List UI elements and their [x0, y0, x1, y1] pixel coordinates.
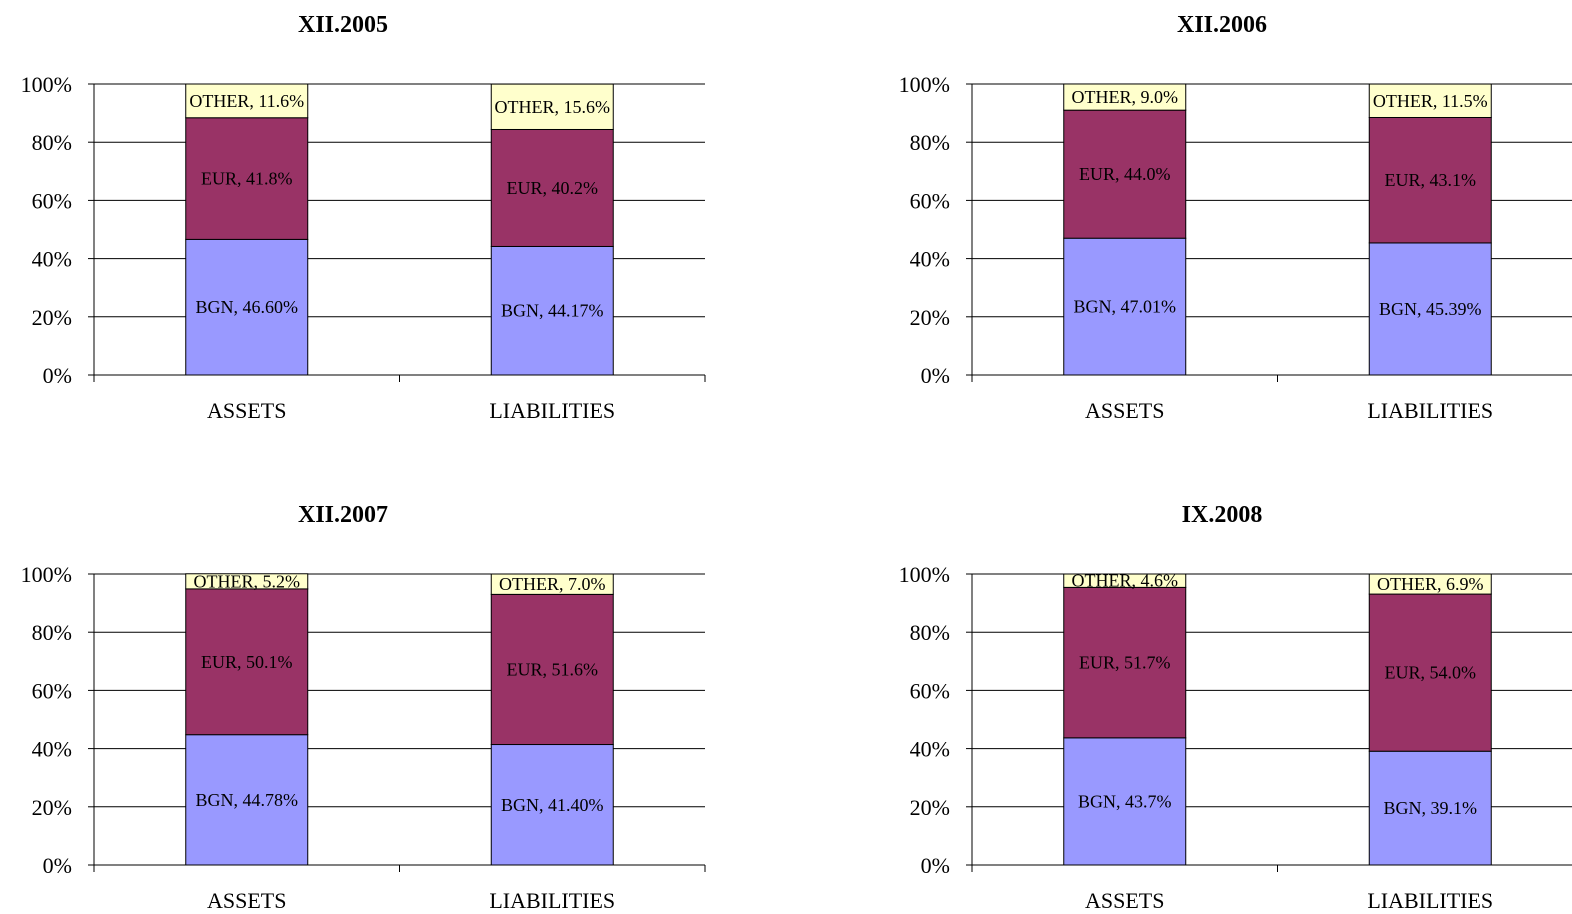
bar-segment-bgn [490, 744, 614, 866]
bar-segment-other [490, 573, 614, 595]
data-label: BGN, 41.40% [501, 795, 604, 815]
x-tick-label: ASSETS [1085, 398, 1164, 423]
bar-segment-eur [185, 588, 309, 736]
y-tick-label: 60% [32, 678, 72, 703]
data-label: OTHER, 11.5% [1373, 91, 1488, 111]
data-label: BGN, 47.01% [1074, 297, 1177, 317]
y-tick-label: 100% [21, 72, 72, 97]
y-tick-label: 40% [32, 247, 72, 272]
data-label: BGN, 43.7% [1078, 791, 1172, 811]
y-tick-label: 40% [32, 737, 72, 762]
x-tick-label: LIABILITIES [489, 888, 615, 913]
y-tick-label: 100% [899, 72, 950, 97]
y-tick-label: 60% [910, 188, 950, 213]
y-tick-label: 0% [43, 853, 72, 878]
data-label: BGN, 44.78% [196, 790, 299, 810]
y-tick-label: 40% [910, 737, 950, 762]
bar-segment-eur [1368, 116, 1492, 244]
y-tick-label: 100% [899, 562, 950, 587]
chart-title: XII.2006 [1177, 12, 1267, 38]
x-tick-label: ASSETS [1085, 888, 1164, 913]
bar-segment-other [490, 83, 614, 130]
bar-segment-bgn [1063, 237, 1187, 376]
y-tick-label: 20% [32, 795, 72, 820]
data-label: EUR, 41.8% [201, 169, 293, 189]
bar-segment-other [185, 83, 309, 119]
bar-segment-bgn [1368, 750, 1492, 866]
bar-segment-other [1063, 83, 1187, 111]
bar-segment-bgn [185, 734, 309, 866]
y-tick-label: 80% [910, 130, 950, 155]
y-tick-label: 80% [32, 620, 72, 645]
y-tick-label: 100% [21, 562, 72, 587]
x-tick-label: LIABILITIES [1367, 888, 1493, 913]
y-tick-label: 80% [32, 130, 72, 155]
bar-segment-eur [1368, 593, 1492, 752]
bar-segment-eur [1063, 109, 1187, 239]
bar-segment-other [1368, 83, 1492, 118]
data-label: EUR, 54.0% [1385, 663, 1477, 683]
y-tick-label: 60% [910, 678, 950, 703]
data-label: BGN, 45.39% [1379, 299, 1482, 319]
data-label: BGN, 46.60% [196, 297, 299, 317]
data-label: EUR, 51.6% [507, 659, 599, 679]
y-tick-label: 0% [921, 853, 950, 878]
data-label: OTHER, 4.6% [1072, 571, 1179, 591]
bar-segment-bgn [1063, 737, 1187, 866]
bar-segment-eur [490, 128, 614, 247]
y-tick-label: 0% [921, 363, 950, 388]
data-label: OTHER, 7.0% [499, 574, 606, 594]
y-tick-label: 40% [910, 247, 950, 272]
data-label: BGN, 39.1% [1384, 798, 1478, 818]
data-label: OTHER, 15.6% [495, 97, 611, 117]
chart-panel: IX.2008 0% 20% 40% 60% 80% 100% BGN, 43.7% EUR, … [899, 502, 1572, 913]
chart-panel: XII.2005 0% 20% 40% 60% 80% 100% BGN, 46.60% EUR… [21, 12, 706, 423]
chart-panel: XII.2006 0% 20% 40% 60% 80% 100% BGN, 47.01% EUR… [899, 12, 1572, 423]
data-label: OTHER, 5.2% [194, 571, 301, 591]
data-label: EUR, 40.2% [507, 178, 599, 198]
data-label: EUR, 50.1% [201, 652, 293, 672]
data-label: EUR, 44.0% [1079, 164, 1171, 184]
y-tick-label: 60% [32, 188, 72, 213]
y-tick-label: 20% [910, 305, 950, 330]
x-tick-label: ASSETS [207, 888, 286, 913]
y-tick-label: 20% [910, 795, 950, 820]
chart-title: IX.2008 [1182, 502, 1263, 528]
data-label: EUR, 51.7% [1079, 653, 1171, 673]
bar-segment-bgn [490, 245, 614, 376]
bar-segment-other [1368, 573, 1492, 595]
chart-title: XII.2005 [298, 12, 388, 38]
bar-segment-bgn [185, 238, 309, 376]
data-label: EUR, 43.1% [1385, 170, 1477, 190]
x-tick-label: ASSETS [207, 398, 286, 423]
data-label: OTHER, 11.6% [189, 91, 304, 111]
chart-title: XII.2007 [298, 502, 388, 528]
y-tick-label: 0% [43, 363, 72, 388]
bar-segment-other [185, 573, 309, 590]
bar-segment-eur [490, 593, 614, 746]
bar-segment-other [1063, 573, 1187, 588]
bar-segment-eur [1063, 586, 1187, 739]
x-tick-label: LIABILITIES [489, 398, 615, 423]
y-tick-label: 80% [910, 620, 950, 645]
bar-segment-eur [185, 117, 309, 240]
chart-panel: XII.2007 0% 20% 40% 60% 80% 100% BGN, 44.78% EUR… [21, 502, 706, 913]
y-tick-label: 20% [32, 305, 72, 330]
data-label: BGN, 44.17% [501, 301, 604, 321]
data-label: OTHER, 6.9% [1377, 574, 1484, 594]
data-label: OTHER, 9.0% [1072, 87, 1179, 107]
x-tick-label: LIABILITIES [1367, 398, 1493, 423]
bar-segment-bgn [1368, 242, 1492, 376]
